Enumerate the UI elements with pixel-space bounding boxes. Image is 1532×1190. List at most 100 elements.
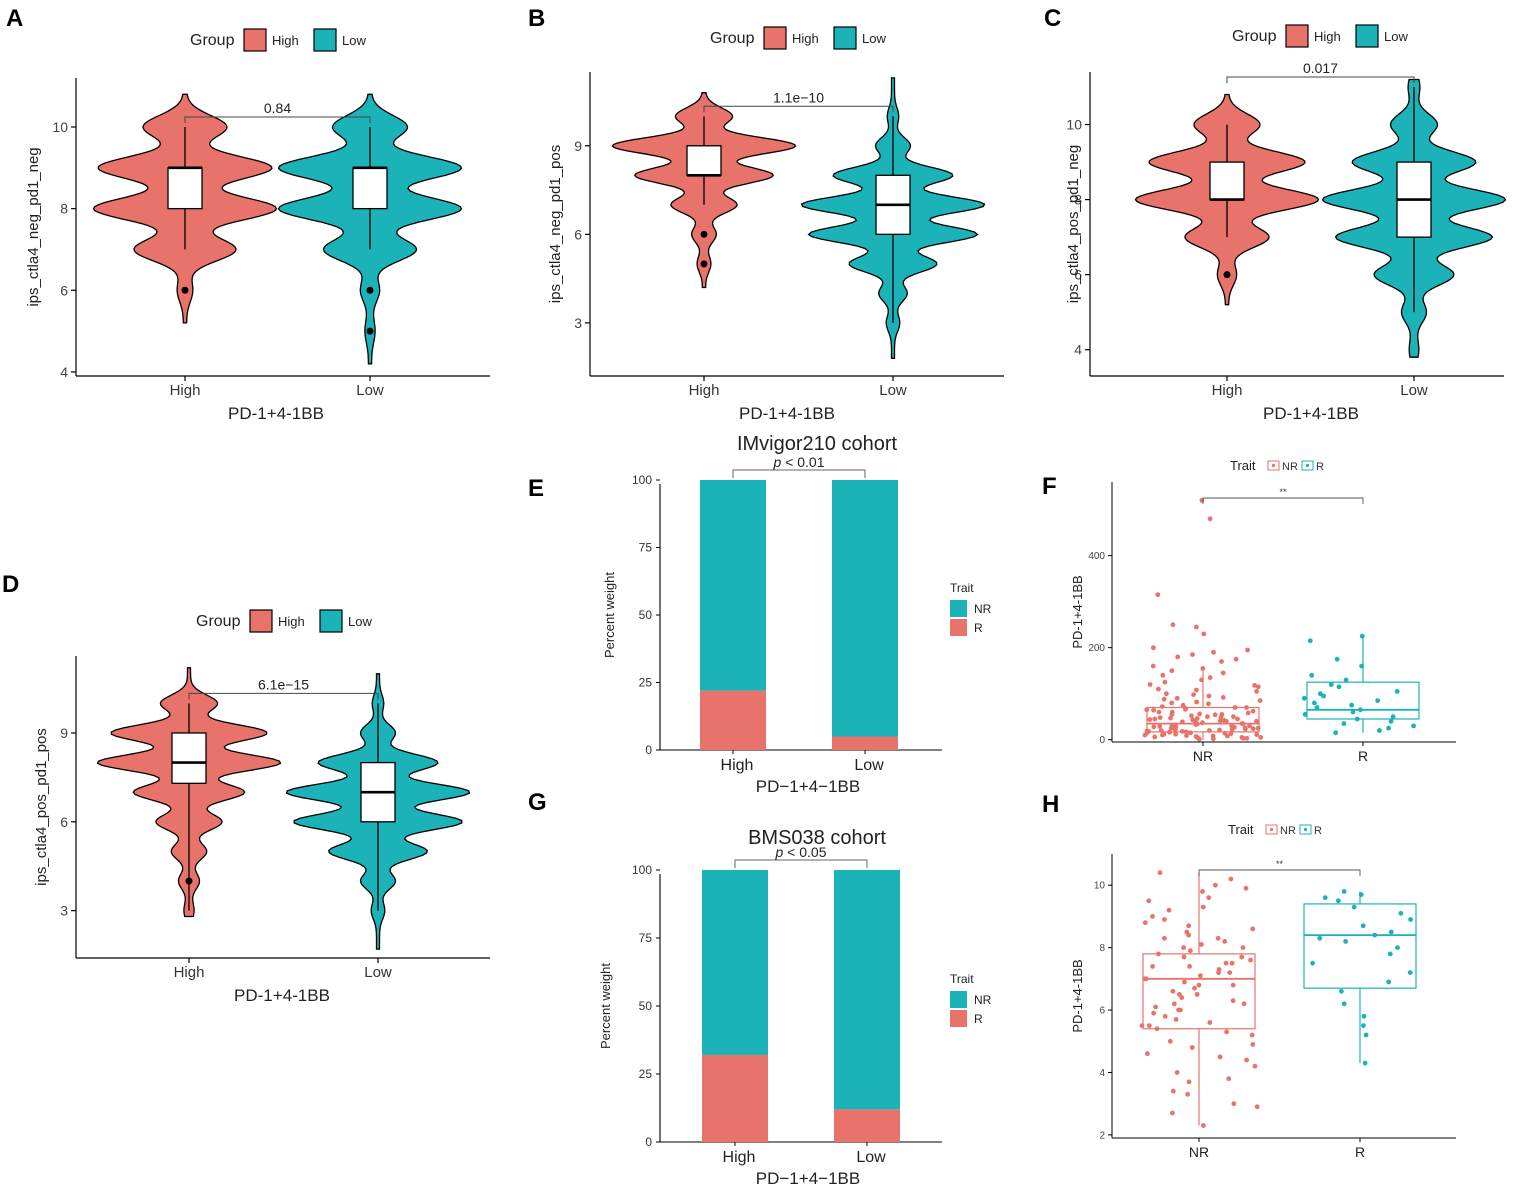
- legend-swatch-low: [319, 609, 343, 633]
- data-point: [1377, 728, 1382, 733]
- data-point: [1386, 725, 1391, 731]
- x-tick-label: High: [723, 1149, 756, 1166]
- x-tick-label: High: [689, 382, 720, 399]
- legend-swatch-nr: [1267, 460, 1280, 471]
- legend-swatch-low: [833, 26, 857, 50]
- data-point: [1183, 729, 1189, 735]
- data-point: [1183, 706, 1188, 712]
- legend-swatch-nr: [950, 991, 967, 1008]
- data-point: [1169, 668, 1175, 674]
- data-point: [1310, 960, 1315, 966]
- data-point: [1223, 960, 1229, 966]
- legend: Group High Low: [190, 28, 366, 52]
- data-point: [1154, 1026, 1160, 1032]
- chart-title: IMvigor210 cohort: [737, 433, 898, 455]
- legend-label-nr: NR: [974, 993, 992, 1007]
- data-point: [1239, 721, 1245, 726]
- data-point: [1199, 942, 1204, 947]
- bar-segment-r-low: [834, 1109, 900, 1142]
- data-point: [1363, 1032, 1369, 1038]
- box-high: [167, 167, 203, 210]
- data-point: [1161, 731, 1167, 737]
- legend-label-low: Low: [862, 31, 886, 46]
- y-tick-label: 9: [60, 725, 68, 741]
- data-point: [1225, 733, 1230, 739]
- y-axis-label: ips_ctla4_pos_pd1_pos: [33, 728, 50, 886]
- bar-segment-r-low: [832, 736, 898, 750]
- y-axis-label: ips_ctla4_pos_pd1_neg: [1065, 145, 1082, 303]
- legend-label-high: High: [792, 31, 819, 46]
- data-point: [1216, 970, 1221, 975]
- data-point: [1257, 698, 1263, 703]
- panel-e: E IMvigor210 cohort 0 25 50 75 100 High Low p < 0…: [528, 433, 992, 796]
- data-point: [1150, 964, 1155, 969]
- outlier-point: [1223, 271, 1231, 279]
- data-point: [1186, 932, 1192, 938]
- data-point: [1240, 945, 1246, 950]
- data-point: [1255, 684, 1261, 690]
- data-point: [1244, 735, 1250, 741]
- bar-segment-nr-high: [700, 480, 766, 691]
- data-point: [1254, 689, 1259, 694]
- data-point: [1358, 707, 1363, 713]
- data-point: [1179, 729, 1185, 734]
- data-point: [1193, 624, 1199, 630]
- bar-segment-nr-low: [834, 870, 900, 1110]
- legend-swatch-r: [950, 1010, 967, 1027]
- panel-letter: A: [6, 5, 23, 32]
- data-point: [1335, 898, 1341, 904]
- x-tick-label: R: [1358, 748, 1368, 764]
- legend-title: Group: [710, 30, 755, 47]
- data-point: [1187, 964, 1192, 969]
- data-point: [1155, 592, 1161, 598]
- data-point: [1162, 679, 1168, 685]
- data-point: [1252, 1063, 1258, 1069]
- data-point: [1169, 700, 1174, 706]
- data-point: [1142, 920, 1148, 926]
- y-tick-label: 75: [639, 931, 653, 945]
- data-point: [1211, 649, 1216, 655]
- box-high: [686, 145, 722, 176]
- data-point: [1159, 704, 1165, 709]
- data-point: [1153, 1004, 1158, 1010]
- data-point: [1162, 1013, 1168, 1019]
- y-axis-label: ips_ctla4_neg_pd1_pos: [547, 145, 564, 303]
- data-point: [1244, 705, 1249, 710]
- legend: Trait NR R: [1228, 822, 1322, 837]
- data-point: [1150, 914, 1155, 919]
- data-point: [1200, 889, 1205, 894]
- x-axis-label: PD-1+4-1BB: [739, 404, 835, 423]
- data-point: [1162, 917, 1167, 922]
- data-point: [1349, 702, 1354, 708]
- data-point: [1182, 979, 1187, 985]
- data-point: [1205, 714, 1210, 720]
- data-point: [1254, 732, 1260, 737]
- y-tick-label: 3: [574, 315, 582, 331]
- legend-label-low: Low: [342, 33, 366, 48]
- data-point: [1255, 725, 1261, 731]
- y-axis-label: PD-1+4-1BB: [1070, 575, 1085, 648]
- data-point: [1351, 904, 1357, 910]
- y-tick-label: 50: [639, 608, 653, 622]
- data-point: [1217, 1054, 1223, 1060]
- data-point: [1235, 716, 1240, 722]
- data-point: [1229, 727, 1235, 732]
- data-point: [1375, 698, 1380, 703]
- data-point: [1189, 1045, 1195, 1050]
- data-point: [1190, 652, 1195, 657]
- p-threshold: < 0.01: [781, 454, 824, 470]
- data-point: [1146, 1023, 1152, 1028]
- significance-bracket: [188, 692, 379, 700]
- y-tick-label: 400: [1088, 551, 1105, 562]
- legend-title: Trait: [1228, 822, 1254, 837]
- y-tick-label: 6: [60, 814, 68, 830]
- data-point: [1258, 735, 1264, 740]
- data-point: [1147, 682, 1153, 687]
- data-point: [1174, 1070, 1180, 1075]
- data-point: [1210, 736, 1216, 742]
- legend: Group High Low: [710, 26, 886, 50]
- data-point: [1360, 923, 1366, 929]
- legend-dot-r: [1303, 827, 1308, 832]
- legend: Group High Low: [1232, 24, 1408, 48]
